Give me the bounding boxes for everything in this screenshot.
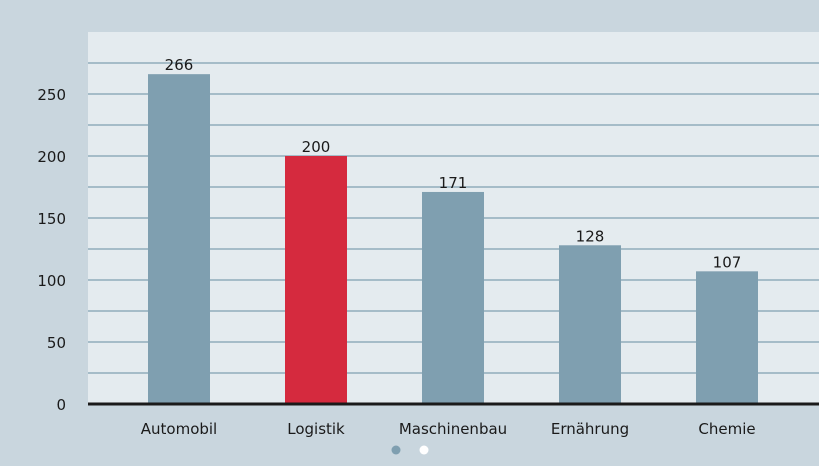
data-label: 266 xyxy=(165,56,194,74)
data-label: 107 xyxy=(713,253,742,271)
x-category-label: Logistik xyxy=(287,420,345,438)
data-label: 128 xyxy=(576,227,605,245)
x-category-label: Maschinenbau xyxy=(399,420,507,438)
y-tick-label: 200 xyxy=(37,148,66,166)
pager-dot[interactable] xyxy=(419,445,429,455)
data-label: 200 xyxy=(302,138,331,156)
bar-maschinenbau xyxy=(422,191,484,404)
x-category-label: Automobil xyxy=(141,420,217,438)
y-tick-label: 50 xyxy=(47,334,66,352)
bar-ernährung xyxy=(559,245,621,404)
pager-dot[interactable] xyxy=(391,445,401,455)
data-label: 171 xyxy=(439,174,468,192)
y-tick-label: 0 xyxy=(56,396,66,414)
y-tick-label: 250 xyxy=(37,86,66,104)
bar-logistik xyxy=(285,156,347,404)
x-category-label: Ernährung xyxy=(551,420,629,438)
y-tick-label: 100 xyxy=(37,272,66,290)
y-tick-label: 150 xyxy=(37,210,66,228)
bar-chemie xyxy=(696,271,758,404)
bar-automobil xyxy=(148,74,210,404)
x-category-label: Chemie xyxy=(698,420,755,438)
